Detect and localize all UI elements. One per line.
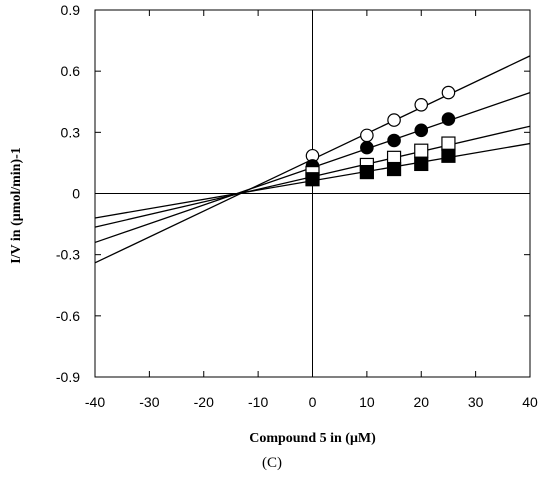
y-tick-label: 0: [72, 186, 80, 202]
y-axis-title: I/V in (μmol/min)-1: [9, 147, 24, 264]
data-point: [441, 136, 456, 151]
y-tick-label: -0.3: [56, 247, 80, 263]
series-1: [305, 85, 456, 163]
data-point: [387, 133, 401, 148]
data-point: [414, 98, 429, 112]
data-point: [387, 113, 401, 127]
x-tick-label: -30: [139, 394, 159, 410]
data-point: [360, 140, 374, 155]
data-point: [414, 123, 429, 138]
y-tick-label: 0.3: [61, 124, 81, 140]
data-point: [360, 128, 374, 143]
x-tick-label: 20: [413, 394, 429, 410]
series-2: [305, 112, 456, 173]
y-tick-label: -0.6: [56, 308, 80, 324]
data-point: [414, 156, 429, 172]
data-point: [305, 172, 320, 187]
x-tick-label: -40: [85, 394, 105, 410]
x-tick-label: 0: [309, 394, 317, 410]
x-tick-label: -10: [248, 394, 268, 410]
x-tick-label: 40: [522, 394, 538, 410]
data-point: [441, 85, 456, 100]
x-tick-label: 30: [468, 394, 484, 410]
series-4: [305, 148, 456, 187]
tick-labels: -40 -30 -20 -10 0 10 20 30 40 -0.9 -0.6 -0.3 0 0.3 0.6…: [56, 2, 538, 410]
panel-label: (C): [262, 455, 282, 471]
data-point: [441, 112, 456, 126]
data-point: [359, 164, 374, 180]
zero-axis-lines: [95, 10, 530, 377]
x-tick-label: -20: [194, 394, 214, 410]
y-tick-label: -0.9: [56, 369, 80, 385]
x-axis-title: Compound 5 in (μM): [249, 431, 376, 446]
data-point: [386, 161, 402, 177]
y-tick-label: 0.9: [61, 2, 81, 18]
data-point: [414, 143, 429, 158]
data-point: [441, 148, 456, 163]
y-tick-label: 0.6: [61, 63, 81, 79]
data-points: [305, 85, 456, 187]
x-tick-label: 10: [359, 394, 375, 410]
